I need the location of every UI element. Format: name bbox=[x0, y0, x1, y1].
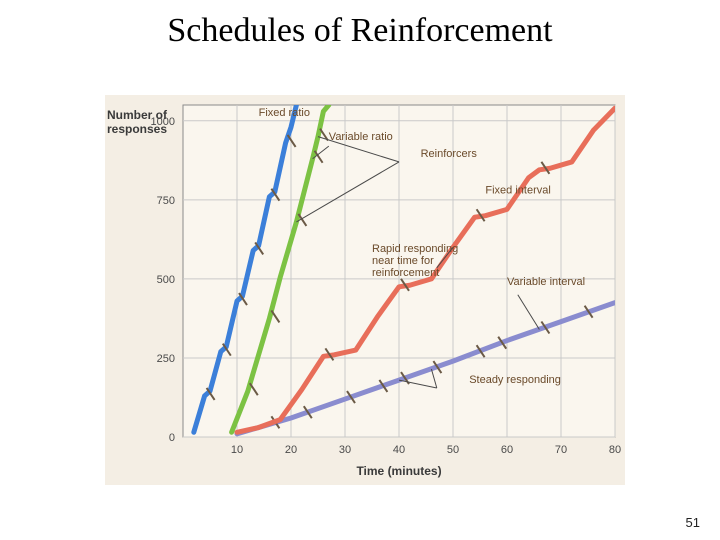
y-tick-label: 750 bbox=[157, 195, 175, 207]
x-tick-label: 60 bbox=[501, 444, 513, 456]
reinforcement-chart: 102030405060708002505007501000Time (minu… bbox=[105, 95, 625, 485]
label-variable-ratio: Variable ratio bbox=[329, 131, 393, 143]
x-tick-label: 10 bbox=[231, 444, 243, 456]
slide-title: Schedules of Reinforcement bbox=[0, 12, 720, 50]
x-tick-label: 20 bbox=[285, 444, 297, 456]
label-reinforcers: Reinforcers bbox=[421, 148, 478, 160]
y-tick-label: 500 bbox=[157, 274, 175, 286]
y-axis-label: Number of bbox=[107, 108, 168, 122]
label-steady: Steady responding bbox=[469, 374, 561, 386]
label-fixed-interval: Fixed interval bbox=[485, 185, 550, 197]
label-rapid: Rapid responding bbox=[372, 243, 458, 255]
x-tick-label: 30 bbox=[339, 444, 351, 456]
x-tick-label: 80 bbox=[609, 444, 621, 456]
y-axis-label: responses bbox=[107, 122, 167, 136]
y-tick-label: 250 bbox=[157, 353, 175, 365]
x-axis-label: Time (minutes) bbox=[356, 464, 441, 478]
x-tick-label: 40 bbox=[393, 444, 405, 456]
page-number: 51 bbox=[686, 515, 700, 530]
label-rapid: reinforcement bbox=[372, 267, 439, 279]
label-fixed-ratio: Fixed ratio bbox=[259, 107, 310, 119]
x-tick-label: 70 bbox=[555, 444, 567, 456]
label-rapid: near time for bbox=[372, 255, 434, 267]
slide-root: Schedules of Reinforcement 10 20 30 40 50 60 7… bbox=[0, 0, 720, 540]
y-tick-label: 0 bbox=[169, 432, 175, 444]
chart-container: 102030405060708002505007501000Time (minu… bbox=[105, 95, 625, 485]
label-variable-interval: Variable interval bbox=[507, 276, 585, 288]
x-tick-label: 50 bbox=[447, 444, 459, 456]
